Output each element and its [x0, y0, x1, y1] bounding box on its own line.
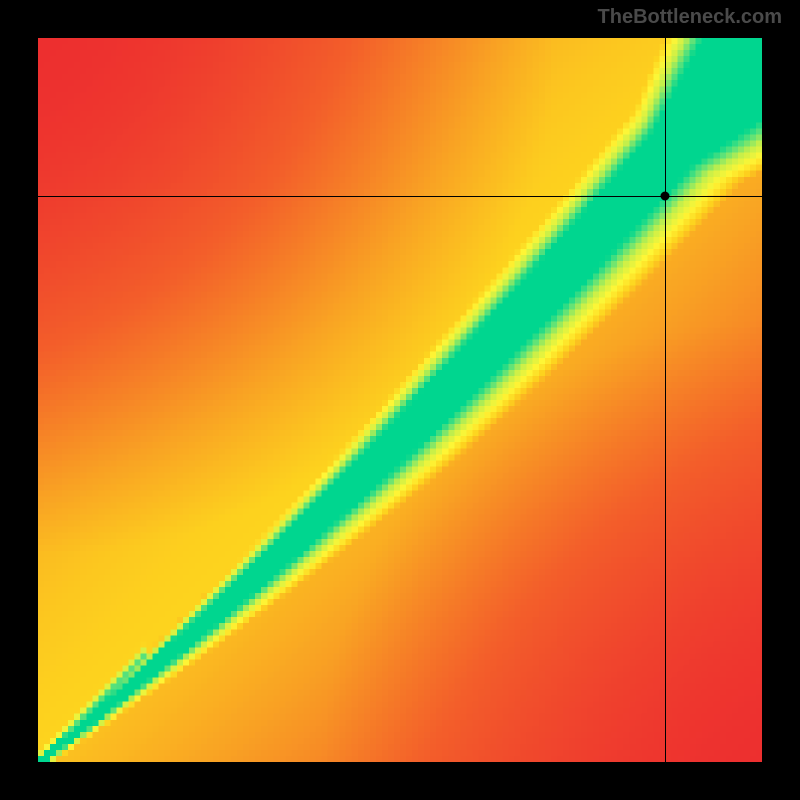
- crosshair-vertical: [665, 38, 666, 762]
- crosshair-horizontal: [38, 196, 762, 197]
- heatmap-plot: [38, 38, 762, 762]
- heatmap-canvas: [38, 38, 762, 762]
- watermark-text: TheBottleneck.com: [598, 6, 782, 29]
- crosshair-marker: [660, 191, 669, 200]
